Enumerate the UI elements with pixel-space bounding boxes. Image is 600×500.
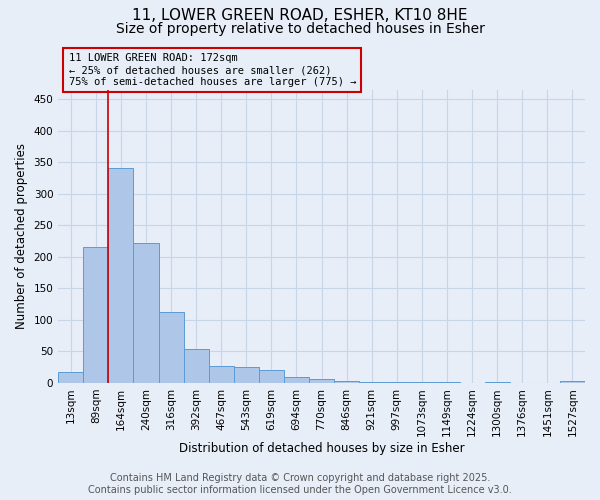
Bar xyxy=(184,349,209,383)
Bar xyxy=(334,381,359,383)
Y-axis label: Number of detached properties: Number of detached properties xyxy=(15,143,28,329)
Bar xyxy=(83,247,109,383)
Bar xyxy=(234,367,259,383)
X-axis label: Distribution of detached houses by size in Esher: Distribution of detached houses by size … xyxy=(179,442,464,455)
Text: 11 LOWER GREEN ROAD: 172sqm
← 25% of detached houses are smaller (262)
75% of se: 11 LOWER GREEN ROAD: 172sqm ← 25% of det… xyxy=(69,54,356,86)
Bar xyxy=(485,382,510,383)
Bar xyxy=(109,168,133,383)
Bar xyxy=(259,370,284,383)
Bar xyxy=(434,382,460,383)
Bar xyxy=(560,381,585,383)
Bar xyxy=(58,372,83,383)
Bar xyxy=(209,366,234,383)
Bar xyxy=(359,382,385,383)
Bar xyxy=(158,312,184,383)
Text: 11, LOWER GREEN ROAD, ESHER, KT10 8HE: 11, LOWER GREEN ROAD, ESHER, KT10 8HE xyxy=(132,8,468,22)
Bar xyxy=(409,382,434,383)
Text: Contains HM Land Registry data © Crown copyright and database right 2025.
Contai: Contains HM Land Registry data © Crown c… xyxy=(88,474,512,495)
Bar xyxy=(309,379,334,383)
Bar xyxy=(284,376,309,383)
Bar xyxy=(133,243,158,383)
Text: Size of property relative to detached houses in Esher: Size of property relative to detached ho… xyxy=(116,22,484,36)
Bar xyxy=(385,382,409,383)
